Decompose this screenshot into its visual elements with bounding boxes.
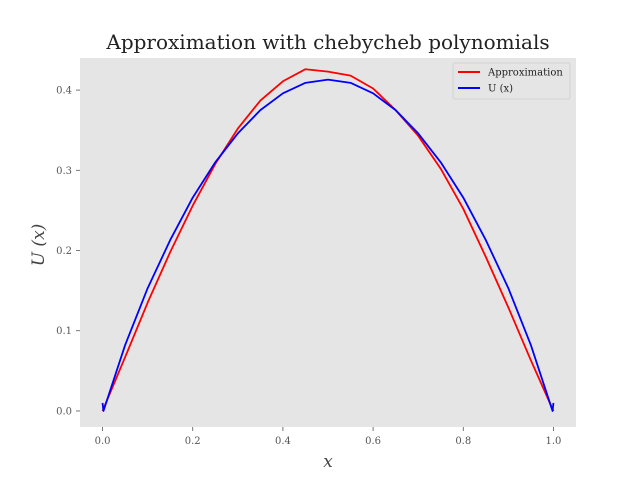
x-axis-label: x — [323, 452, 333, 472]
legend: Approximation U (x) — [452, 62, 571, 100]
series-line-u — [101, 78, 555, 412]
y-tick-label: 0.3 — [56, 166, 72, 177]
chart-title: Approximation with chebycheb polynomials — [105, 30, 549, 54]
y-tick-label: 0.1 — [56, 326, 72, 337]
x-tick-label: 0.4 — [275, 436, 291, 447]
y-tick-label: 0.0 — [56, 406, 72, 417]
legend-label-approximation: Approximation — [487, 68, 563, 79]
legend-label-u: U (x) — [488, 84, 513, 95]
x-tick-label: 0.2 — [185, 436, 201, 447]
data-lines — [101, 68, 555, 412]
x-tick-label: 0.6 — [365, 436, 381, 447]
y-tick-label: 0.4 — [56, 86, 72, 97]
plot-area — [80, 58, 576, 427]
x-tick-label: 0.8 — [455, 436, 471, 447]
axis-ticks: 0.0 0.2 0.4 0.6 0.8 1.0 0.0 0.1 0.2 0.3 0.4 — [56, 86, 561, 447]
legend-box — [452, 62, 571, 100]
y-axis-label: U (x) — [29, 224, 49, 267]
y-tick-label: 0.2 — [56, 246, 72, 257]
series-line-approximation — [101, 68, 555, 412]
x-tick-label: 1.0 — [546, 436, 562, 447]
x-tick-label: 0.0 — [95, 436, 111, 447]
